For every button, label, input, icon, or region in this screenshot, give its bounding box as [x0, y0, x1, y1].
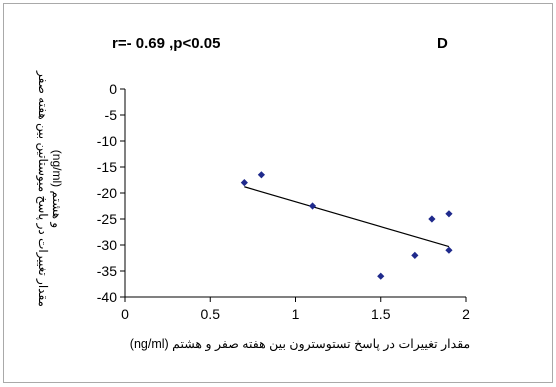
data-point: [377, 272, 385, 280]
chart-frame: r=- 0.69 ,p<0.05 D مقدار تغییرات در پاسخ…: [3, 3, 553, 383]
x-tick-label: 1.5: [371, 306, 391, 322]
y-tick-label: -25: [97, 211, 117, 227]
y-tick-label: -5: [105, 107, 118, 123]
trendline: [244, 186, 450, 248]
correlation-annotation: r=- 0.69 ,p<0.05: [112, 35, 220, 52]
data-point: [257, 171, 265, 179]
y-tick-label: -35: [97, 263, 117, 279]
data-point: [445, 210, 453, 218]
x-axis-label: مقدار تغییرات در پاسخ تستوسترون بین هفته…: [130, 337, 470, 352]
x-tick-label: 1: [292, 306, 300, 322]
data-point: [308, 202, 317, 210]
data-point: [428, 215, 436, 223]
y-tick-label: 0: [109, 81, 117, 97]
y-tick-label: -20: [97, 185, 117, 201]
y-tick-label: -15: [97, 159, 117, 175]
y-axis-label-line2: و هشتم (ng/ml): [50, 150, 64, 228]
y-tick-label: -40: [97, 289, 117, 305]
x-tick-label: 0: [121, 306, 129, 322]
scatter-chart: r=- 0.69 ,p<0.05 D مقدار تغییرات در پاسخ…: [36, 35, 470, 352]
y-tick-label: -30: [97, 237, 117, 253]
x-tick-label: 2: [462, 306, 470, 322]
plot-area: 0-5-10-15-20-25-30-35-400 0.5 1 1.5 2: [97, 81, 470, 322]
y-tick-label: -10: [97, 133, 117, 149]
x-tick-label: 0.5: [201, 306, 221, 322]
y-axis-label-line1: مقدار تغییرات در پاسخ میوستاتین بین هفته…: [36, 70, 50, 307]
panel-label: D: [437, 35, 448, 52]
data-point: [411, 251, 419, 259]
data-point: [445, 246, 453, 254]
data-point: [240, 179, 248, 187]
